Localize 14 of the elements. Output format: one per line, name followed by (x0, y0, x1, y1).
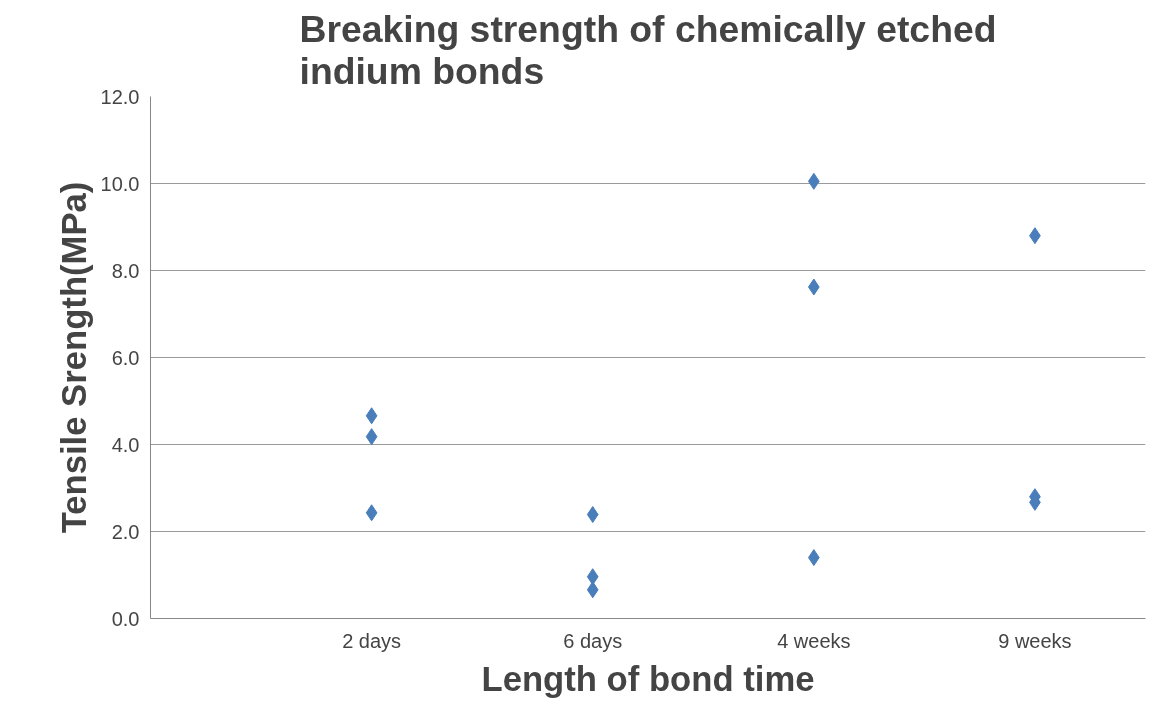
y-axis-title: Tensile Srength(MPa) (54, 181, 93, 534)
y-tick-label: 6.0 (111, 346, 140, 369)
x-tick-label: 2 days (342, 629, 402, 652)
y-tick-label: 12.0 (100, 85, 140, 108)
y-tick-label: 10.0 (100, 172, 140, 195)
y-tick-label: 2.0 (111, 520, 140, 543)
x-tick-label: 4 weeks (777, 629, 851, 652)
x-axis-title: Length of bond time (481, 659, 815, 698)
y-tick-label: 8.0 (111, 259, 140, 282)
y-tick-label: 4.0 (111, 433, 140, 456)
y-tick-label: 0.0 (111, 607, 140, 630)
chart-title: Breaking strength of chemically etched indium bonds (299, 7, 997, 92)
x-tick-label: 6 days (563, 629, 623, 652)
x-tick-label: 9 weeks (998, 629, 1072, 652)
